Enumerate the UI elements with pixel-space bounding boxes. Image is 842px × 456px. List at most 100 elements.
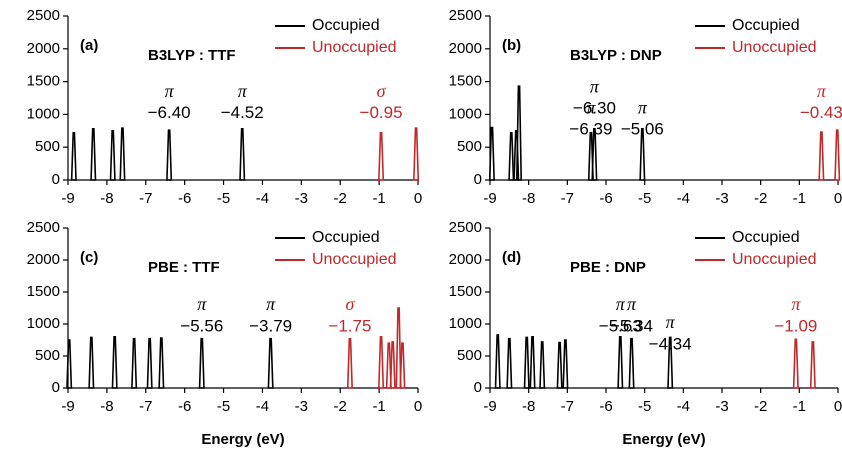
x-tick-label: -2: [754, 190, 767, 207]
y-tick-label: 1000: [27, 315, 60, 332]
x-tick-label: -8: [522, 190, 535, 207]
peak: [494, 334, 501, 389]
y-tick-label: 1500: [449, 283, 482, 300]
x-tick-label: -9: [61, 190, 74, 207]
peak: [378, 335, 385, 389]
peak: [792, 338, 799, 389]
y-tick-label: 1500: [27, 283, 60, 300]
y-tick-label: 2000: [27, 40, 60, 57]
x-tick-label: -5: [217, 398, 230, 415]
annotation-symbol: π: [266, 294, 276, 314]
annotation-symbol: π: [627, 294, 637, 314]
peak: [70, 131, 77, 181]
y-tick-label: 2000: [27, 251, 60, 268]
x-tick-label: -9: [483, 190, 496, 207]
x-tick-label: -8: [100, 190, 113, 207]
x-tick-label: -7: [561, 398, 574, 415]
annotation-label: −3.79: [249, 317, 292, 336]
peak: [508, 131, 515, 181]
panel-label: (b): [502, 37, 521, 54]
x-tick-label: -4: [677, 398, 690, 415]
peak: [667, 336, 674, 389]
x-tick-label: -4: [256, 190, 269, 207]
y-tick-label: 500: [457, 138, 482, 155]
legend-label: Occupied: [312, 17, 380, 34]
panel-title: B3LYP : TTF: [148, 47, 236, 64]
peak: [158, 337, 165, 389]
annotation-label: −5.34: [610, 317, 653, 336]
legend-label: Unoccupied: [732, 39, 817, 56]
annotation-symbol: π: [791, 294, 801, 314]
peak: [834, 129, 841, 181]
panel-title: PBE : TTF: [148, 259, 220, 276]
x-tick-label: -1: [793, 190, 806, 207]
annotation-label: −6.39: [569, 120, 612, 139]
annotation-label: −1.09: [774, 317, 817, 336]
peak: [389, 341, 396, 389]
annotation-label: −0.43: [800, 103, 842, 122]
y-tick-label: 1500: [27, 73, 60, 90]
peak: [556, 341, 563, 389]
annotation-symbol: π: [165, 81, 175, 101]
peak: [198, 337, 205, 389]
annotation-label: −4.34: [649, 334, 692, 353]
x-tick-label: -6: [599, 398, 612, 415]
x-tick-label: -6: [178, 190, 191, 207]
peak: [239, 128, 246, 181]
peak: [385, 342, 392, 389]
peak: [515, 85, 523, 181]
annotation-symbol: π: [238, 81, 248, 101]
x-tick-label: -8: [100, 398, 113, 415]
peak: [146, 337, 153, 389]
peak: [628, 337, 635, 389]
x-tick-label: -5: [638, 398, 651, 415]
panel-title: PBE : DNP: [570, 259, 646, 276]
x-tick-label: -5: [217, 190, 230, 207]
x-tick-label: -7: [561, 190, 574, 207]
x-tick-label: -3: [715, 190, 728, 207]
peak: [66, 339, 73, 389]
x-tick-label: -2: [334, 190, 347, 207]
x-tick-label: -4: [256, 398, 269, 415]
annotation-symbol: π: [638, 97, 648, 117]
peak: [523, 336, 530, 389]
y-tick-label: 2500: [27, 7, 60, 24]
legend-label: Occupied: [312, 229, 380, 246]
x-axis-label: Energy (eV): [201, 431, 284, 448]
annotation-symbol: π: [817, 81, 827, 101]
y-tick-label: 1000: [449, 105, 482, 122]
legend-label: Occupied: [732, 17, 800, 34]
legend-label: Unoccupied: [732, 251, 817, 268]
peak: [346, 337, 353, 389]
x-tick-label: -9: [61, 398, 74, 415]
x-tick-label: -3: [715, 398, 728, 415]
peak: [818, 131, 825, 181]
x-tick-label: -3: [295, 398, 308, 415]
peak: [131, 337, 138, 389]
y-tick-label: 0: [52, 171, 60, 188]
peak: [488, 126, 495, 181]
peak: [378, 131, 385, 181]
legend-label: Unoccupied: [312, 251, 397, 268]
y-tick-label: 2500: [449, 7, 482, 24]
x-tick-label: -1: [372, 398, 385, 415]
x-tick-label: -6: [178, 398, 191, 415]
panel-label: (d): [502, 249, 521, 266]
y-tick-label: 500: [35, 138, 60, 155]
peak: [119, 127, 126, 181]
x-tick-label: -5: [638, 190, 651, 207]
y-tick-label: 500: [457, 347, 482, 364]
peak: [111, 335, 118, 389]
x-tick-label: -2: [334, 398, 347, 415]
peak: [88, 336, 95, 389]
annotation-symbol: π: [590, 76, 600, 96]
peak: [413, 127, 420, 181]
annotation-label: −6.40: [148, 103, 191, 122]
y-tick-label: 2000: [449, 40, 482, 57]
y-tick-label: 1500: [449, 73, 482, 90]
peak: [166, 129, 173, 181]
peak: [506, 337, 513, 389]
y-tick-label: 1000: [449, 315, 482, 332]
x-tick-label: -8: [522, 398, 535, 415]
